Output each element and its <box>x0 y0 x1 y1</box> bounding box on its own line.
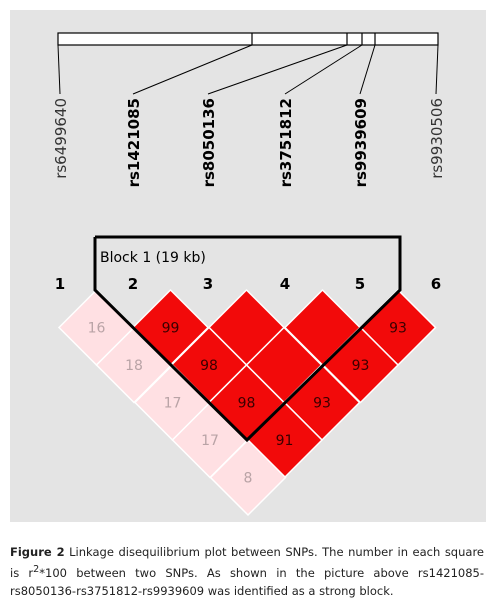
caption-label: Figure 2 <box>10 545 65 559</box>
ld-value: 91 <box>276 433 294 449</box>
ld-value: 17 <box>164 396 182 412</box>
ld-value: 16 <box>88 321 106 337</box>
snp-number: 4 <box>280 275 290 293</box>
ld-value: 93 <box>352 358 370 374</box>
ld-cell <box>209 438 287 517</box>
chromosome-bar <box>57 32 439 46</box>
ld-value: 8 <box>244 471 253 487</box>
snp-name: rs6499640 <box>52 98 70 179</box>
snp-name: rs1421085 <box>125 98 143 187</box>
snp-number: 5 <box>355 275 365 293</box>
snp-number: 1 <box>55 275 65 293</box>
snp-connector <box>435 44 439 95</box>
snp-name: rs9939609 <box>352 98 370 187</box>
snp-connector <box>284 44 363 95</box>
snp-name: rs9930506 <box>428 98 446 179</box>
snp-connector <box>132 44 253 95</box>
ld-value: 93 <box>389 321 407 337</box>
ld-value: 93 <box>313 396 331 412</box>
caption-superscript: 2 <box>33 564 40 575</box>
caption-text: Linkage disequilibrium plot between SNPs… <box>10 545 484 580</box>
ld-value: 99 <box>162 321 180 337</box>
snp-connector <box>359 44 376 95</box>
snp-number: 2 <box>128 275 138 293</box>
block-outline <box>93 235 402 443</box>
snp-number: 6 <box>431 275 441 293</box>
figure-caption: Figure 2 Linkage disequilibrium plot bet… <box>10 543 484 600</box>
ld-value: 17 <box>201 433 219 449</box>
ld-value: 18 <box>125 358 143 374</box>
snp-number: 3 <box>203 275 213 293</box>
snp-connector <box>57 44 61 95</box>
ld-value: 98 <box>200 358 218 374</box>
snp-connector <box>207 44 348 95</box>
ld-value: 98 <box>238 396 256 412</box>
snp-name: rs3751812 <box>277 98 295 187</box>
block-label: Block 1 (19 kb) <box>100 250 206 266</box>
caption-text: *100 between two SNPs. As shown in the p… <box>10 565 484 598</box>
snp-name: rs8050136 <box>200 98 218 187</box>
